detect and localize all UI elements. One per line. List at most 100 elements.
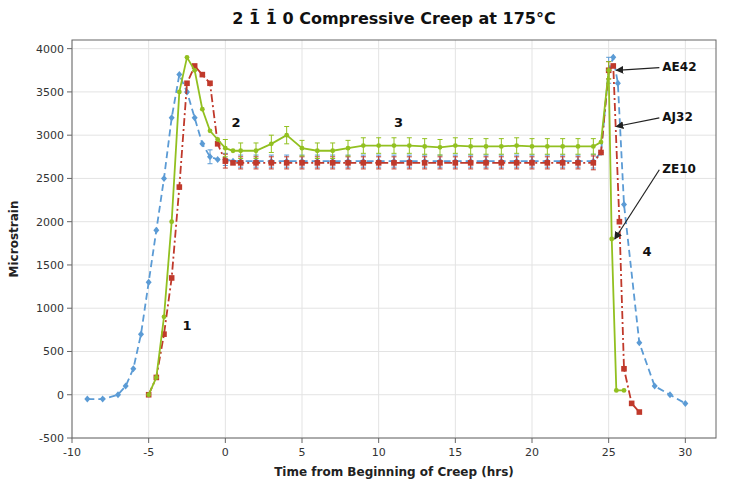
error-bar <box>422 157 427 169</box>
point-marker <box>545 160 551 166</box>
series-line <box>149 57 624 394</box>
point-marker <box>153 227 159 234</box>
annotation-text: AJ32 <box>662 110 692 124</box>
error-bar <box>254 157 259 169</box>
tick-x <box>72 438 73 443</box>
error-bar-cap <box>376 153 381 154</box>
point-marker <box>407 143 412 148</box>
point-marker <box>162 314 167 319</box>
point-marker <box>199 140 205 147</box>
tick-label-y: 3000 <box>36 129 64 142</box>
error-bar-cap <box>453 168 458 169</box>
error-bar <box>346 155 351 167</box>
tick-x <box>378 438 379 443</box>
tick-y <box>67 135 72 136</box>
point-marker <box>591 160 597 166</box>
error-bar-cap <box>407 137 412 138</box>
error-bar-cap <box>392 156 397 157</box>
error-bar-cap <box>392 153 397 154</box>
annotation-text: AE42 <box>662 60 696 74</box>
error-bar <box>453 155 458 167</box>
point-marker <box>169 219 174 224</box>
point-marker <box>529 160 535 166</box>
error-bar <box>422 139 427 155</box>
tick-label-y: 500 <box>43 345 64 358</box>
grid-line-y <box>72 394 716 395</box>
error-bar-cap <box>545 138 550 139</box>
point-marker <box>238 160 244 166</box>
point-marker <box>146 279 152 286</box>
tick-label-y: 3500 <box>36 86 64 99</box>
point-marker <box>514 143 519 148</box>
error-bar-cap <box>468 156 473 157</box>
error-bar-cap <box>269 156 274 157</box>
annotation-arrow <box>616 68 659 71</box>
error-bar-cap <box>560 155 565 156</box>
grid-line-y <box>72 178 716 179</box>
error-bar-cap <box>376 156 381 157</box>
point-marker <box>530 144 535 149</box>
tick-x <box>225 438 226 443</box>
tick-y <box>67 351 72 352</box>
point-marker <box>606 68 611 73</box>
series-line <box>87 57 685 403</box>
error-bar <box>284 127 289 144</box>
error-bar-cap <box>453 155 458 156</box>
point-marker <box>610 63 616 69</box>
background <box>0 0 732 488</box>
error-bar <box>238 143 243 159</box>
annotation-arrow <box>616 118 659 127</box>
annotations: 1234AE42AJ32ZE10 <box>182 60 696 333</box>
error-bar-cap <box>576 156 581 157</box>
point-marker <box>299 160 305 166</box>
error-bar <box>530 139 535 155</box>
tick-label-x: 20 <box>525 446 539 459</box>
point-marker <box>453 160 459 166</box>
error-bar-cap <box>269 155 274 156</box>
chart-title: 2 1̄ 1̄ 0 Compressive Creep at 175°C <box>232 8 555 28</box>
error-bar-cap <box>576 168 581 169</box>
point-marker <box>682 400 688 407</box>
error-bar-cap <box>606 61 611 62</box>
error-bar-cap <box>560 156 565 157</box>
error-bar <box>407 138 412 154</box>
error-bar-cap <box>422 138 427 139</box>
error-bar <box>300 140 305 156</box>
point-marker <box>622 388 627 393</box>
point-marker <box>361 160 367 166</box>
point-marker <box>609 237 614 242</box>
tick-y <box>67 394 72 395</box>
error-bar-cap <box>284 156 289 157</box>
error-bar-cap <box>560 168 565 169</box>
error-bar-cap <box>530 168 535 169</box>
error-bar-cap <box>499 168 504 169</box>
error-bar-cap <box>606 78 611 79</box>
point-marker <box>652 383 658 390</box>
error-bar-cap <box>484 154 489 155</box>
error-bar-cap <box>606 61 611 62</box>
error-bar <box>560 157 565 169</box>
tick-label-x: 0 <box>222 446 229 459</box>
error-bar <box>315 143 320 159</box>
error-bar-cap <box>407 156 412 157</box>
error-bar-cap <box>238 168 243 169</box>
error-bar <box>223 140 228 157</box>
point-marker <box>599 140 604 145</box>
point-marker <box>184 80 190 86</box>
tick-x <box>685 438 686 443</box>
tick-y <box>67 264 72 265</box>
point-marker <box>169 275 175 281</box>
error-bar-cap <box>346 155 351 156</box>
tick-x <box>148 438 149 443</box>
point-marker <box>484 144 489 149</box>
point-marker <box>230 160 236 166</box>
error-bar-cap <box>514 137 519 138</box>
point-marker <box>499 160 505 166</box>
chart: -10-5051015202530-5000500100015002000250… <box>0 0 732 488</box>
error-bar-cap <box>468 138 473 139</box>
error-bar-cap <box>591 154 596 155</box>
tick-label-y: -500 <box>39 432 64 445</box>
error-bar <box>392 157 397 169</box>
error-bar-cap <box>576 155 581 156</box>
point-marker <box>84 396 90 403</box>
